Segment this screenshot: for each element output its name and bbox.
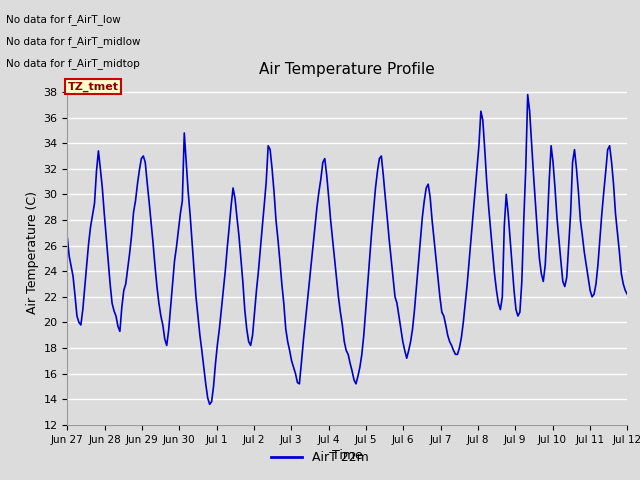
Text: No data for f_AirT_midlow: No data for f_AirT_midlow bbox=[6, 36, 141, 47]
Text: No data for f_AirT_low: No data for f_AirT_low bbox=[6, 14, 121, 25]
Text: No data for f_AirT_midtop: No data for f_AirT_midtop bbox=[6, 58, 140, 69]
Y-axis label: Air Temperature (C): Air Temperature (C) bbox=[26, 191, 39, 313]
X-axis label: Time: Time bbox=[332, 449, 363, 462]
Title: Air Temperature Profile: Air Temperature Profile bbox=[259, 61, 435, 77]
Legend: AirT 22m: AirT 22m bbox=[266, 446, 374, 469]
Text: TZ_tmet: TZ_tmet bbox=[68, 82, 118, 92]
